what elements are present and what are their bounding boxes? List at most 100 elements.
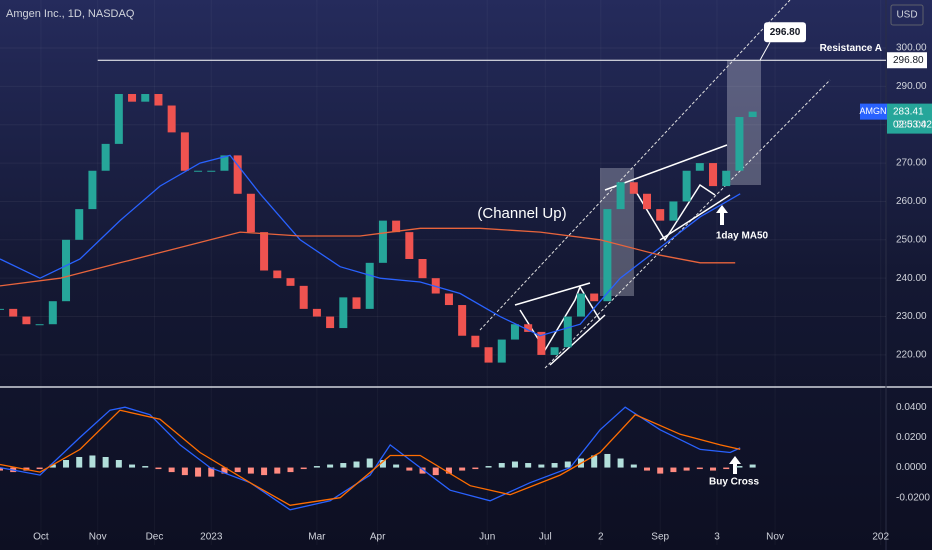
histogram-bar <box>432 467 439 476</box>
callout-pointer <box>759 41 771 61</box>
last-price-tag <box>887 103 932 134</box>
callout <box>764 22 806 43</box>
histogram-bar <box>76 456 83 468</box>
candle <box>709 163 718 187</box>
highlight-box <box>727 60 761 185</box>
candle <box>62 239 71 302</box>
histogram-bar <box>564 461 571 468</box>
histogram-bar <box>445 467 452 474</box>
candle <box>444 293 453 306</box>
candle <box>339 297 348 329</box>
candle <box>233 155 242 194</box>
price-tag <box>887 52 927 69</box>
candle <box>643 193 652 210</box>
candle <box>154 94 163 106</box>
histogram-bar <box>630 464 637 468</box>
candle <box>75 209 84 240</box>
candle <box>88 170 97 210</box>
currency-box <box>890 4 924 26</box>
candle <box>22 316 31 325</box>
candle <box>392 220 401 233</box>
histogram-bar <box>247 467 254 474</box>
candle <box>378 220 387 263</box>
histogram-bar <box>749 464 756 468</box>
candle <box>273 270 282 279</box>
histogram-bar <box>511 461 518 468</box>
candle <box>748 111 757 118</box>
histogram-bar <box>234 467 241 473</box>
annotation: Buy Cross <box>709 477 759 488</box>
candle <box>207 170 216 172</box>
x-tick-label: Apr <box>370 532 386 543</box>
candle <box>524 324 533 332</box>
moving-average <box>0 227 736 287</box>
candle <box>260 232 269 271</box>
symbol-label: AMGN <box>860 106 887 116</box>
x-tick-label: Nov <box>766 532 784 543</box>
macd-line <box>0 406 741 511</box>
candle <box>603 209 612 302</box>
histogram-bar <box>274 467 281 474</box>
annotation: (Channel Up) <box>477 205 566 222</box>
y-tick-label: 220.00 <box>896 350 927 361</box>
histogram-bar <box>287 467 294 473</box>
histogram-bar <box>538 464 545 468</box>
histogram-bar <box>208 467 215 477</box>
histogram-bar <box>49 464 56 468</box>
histogram-bar <box>459 467 466 471</box>
candle <box>629 182 638 194</box>
countdown: 02:53:42 <box>893 119 932 130</box>
arrow <box>729 456 741 474</box>
marks <box>0 22 932 511</box>
candle <box>590 293 599 302</box>
x-tick-label: Mar <box>308 532 326 543</box>
candle <box>497 339 506 363</box>
histogram-bar <box>551 463 558 468</box>
x-tick-label: Nov <box>89 532 107 543</box>
y-tick-label: 230.00 <box>896 311 927 322</box>
candle <box>682 170 691 202</box>
histogram-bar <box>340 463 347 468</box>
y-tick-label: 260.00 <box>896 196 927 207</box>
y-tick-label: 280.00 <box>896 119 927 130</box>
candle <box>510 324 519 340</box>
candle <box>471 335 480 348</box>
histogram-bar <box>195 467 202 477</box>
histogram-bar <box>710 467 717 471</box>
candle <box>194 170 203 172</box>
histogram-bar <box>591 455 598 468</box>
arrow <box>716 205 728 225</box>
x-tick-label: 2023 <box>200 532 223 543</box>
histogram-bar <box>472 467 479 470</box>
histogram-bar <box>115 460 122 468</box>
histogram-bar <box>657 467 664 474</box>
y-tick-label: 290.00 <box>896 81 927 92</box>
candle <box>722 170 731 187</box>
x-tick-label: 2 <box>598 532 604 543</box>
y-tick-label: 0.0000 <box>896 462 927 473</box>
candle <box>180 132 189 171</box>
x-tick-label: Sep <box>651 532 669 543</box>
currency: USD <box>896 10 917 21</box>
histogram-bar <box>142 466 149 468</box>
candle <box>458 305 467 336</box>
histogram-bar <box>485 466 492 468</box>
histogram-bar <box>683 467 690 471</box>
histogram-bar <box>0 467 3 471</box>
candle <box>0 308 4 310</box>
histogram-bar <box>617 458 624 468</box>
y-tick-label: 0.0200 <box>896 432 927 443</box>
histogram-bar <box>644 467 651 471</box>
candle <box>537 331 546 355</box>
histogram-bar <box>670 467 677 473</box>
candle <box>35 324 44 326</box>
histogram-bar <box>379 460 386 468</box>
x-tick-label: Oct <box>33 532 49 543</box>
histogram-bar <box>36 467 43 470</box>
price-tag-label: 296.80 <box>893 55 924 66</box>
histogram-bar <box>353 461 360 468</box>
annotation: 1day MA50 <box>716 231 769 242</box>
histogram-bar <box>313 466 320 468</box>
